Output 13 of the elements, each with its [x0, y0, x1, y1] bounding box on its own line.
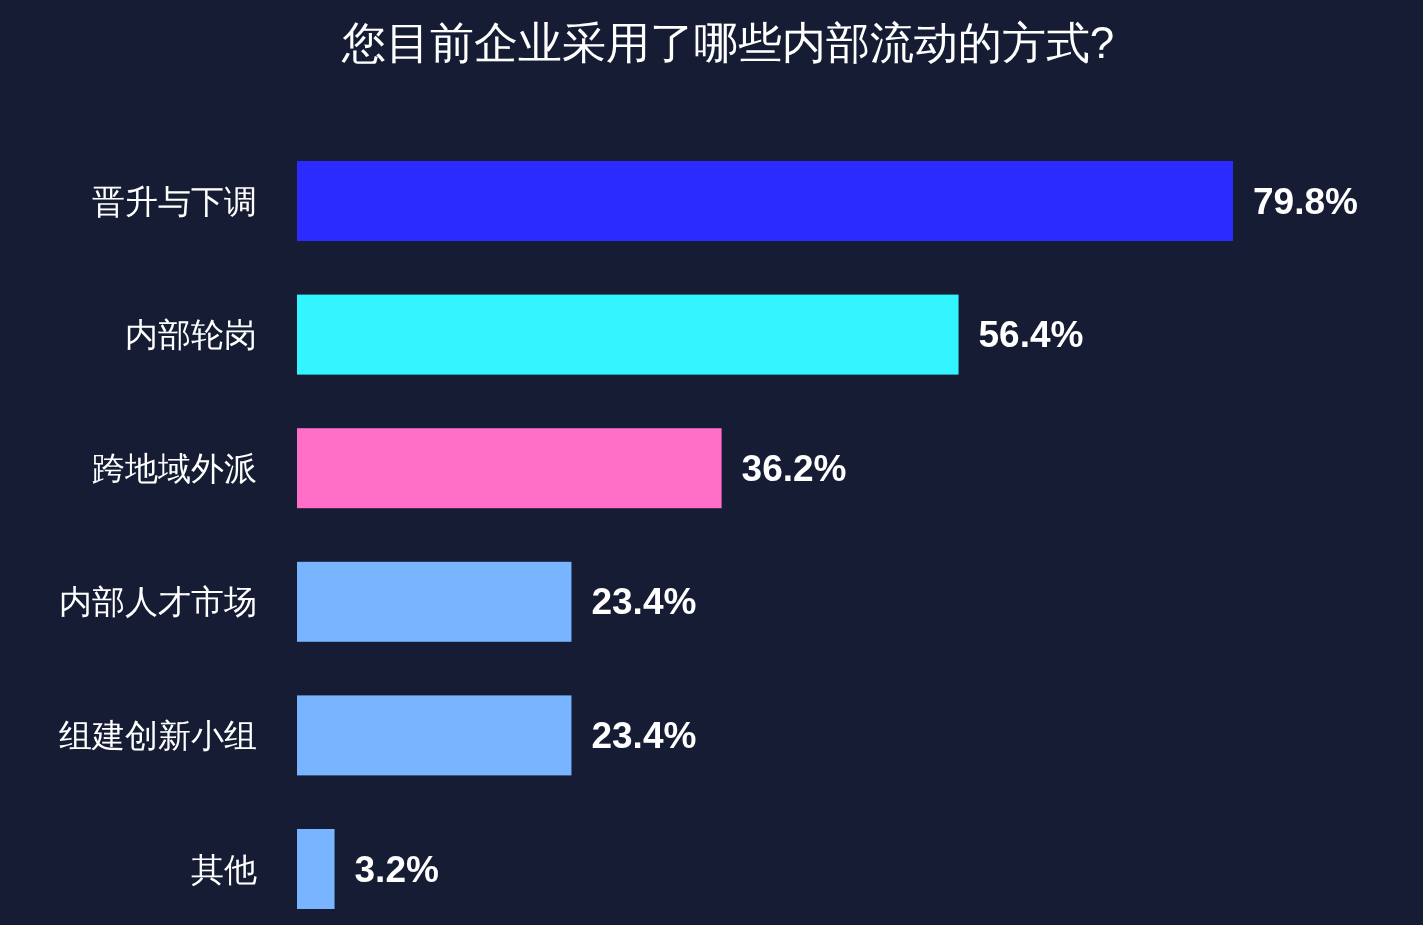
category-label: 跨地域外派	[92, 449, 257, 487]
value-label: 23.4%	[591, 714, 697, 756]
value-label: 56.4%	[978, 314, 1084, 356]
value-label: 79.8%	[1253, 180, 1358, 222]
category-label: 晋升与下调	[92, 182, 257, 220]
category-label: 其他	[191, 850, 257, 888]
category-label: 内部轮岗	[125, 316, 257, 354]
value-label: 3.2%	[354, 848, 439, 890]
category-label: 组建创新小组	[59, 716, 257, 754]
category-label: 内部人才市场	[59, 583, 257, 621]
value-label: 36.2%	[741, 447, 847, 489]
title: 您目前企业采用了哪些内部流动的方式?	[341, 17, 1115, 67]
value-label: 23.4%	[591, 581, 697, 623]
